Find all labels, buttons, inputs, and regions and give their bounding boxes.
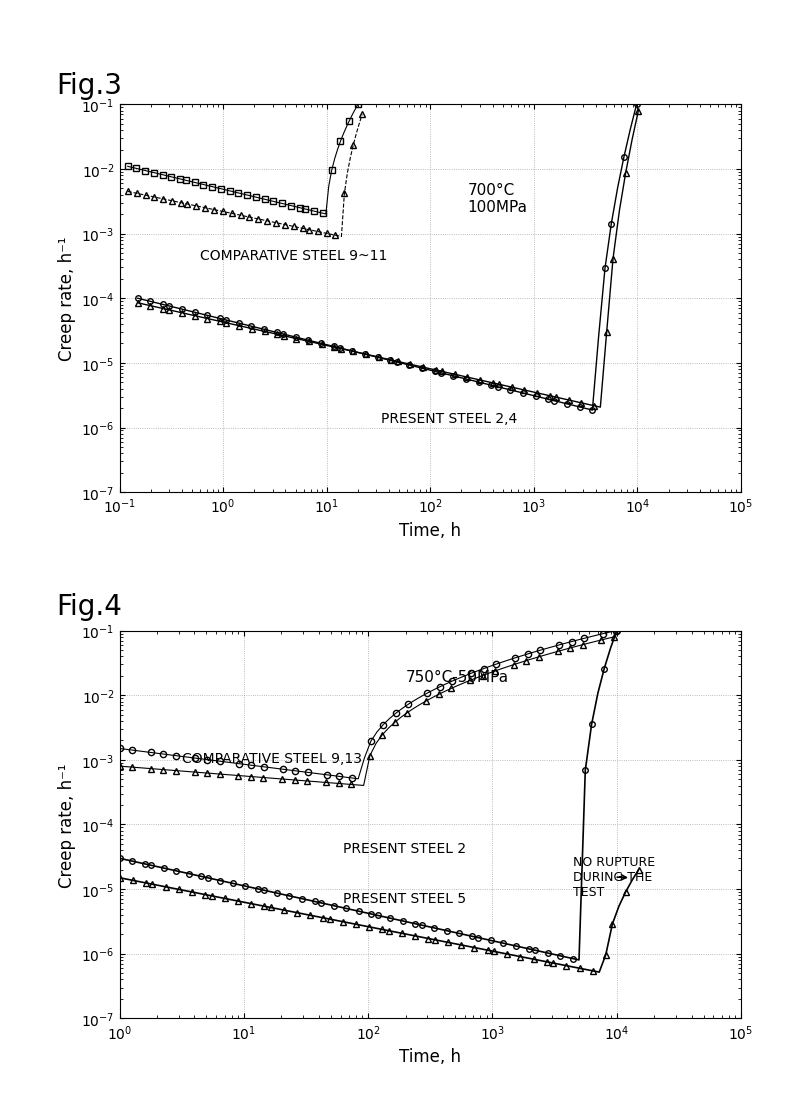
Text: 750°C-50MPa: 750°C-50MPa <box>405 670 508 685</box>
Text: PRESENT STEEL 2,4: PRESENT STEEL 2,4 <box>380 412 517 426</box>
Text: COMPARATIVE STEEL 9~11: COMPARATIVE STEEL 9~11 <box>200 249 388 263</box>
Text: 700°C
100MPa: 700°C 100MPa <box>467 183 527 215</box>
Text: Fig.3: Fig.3 <box>56 72 122 100</box>
X-axis label: Time, h: Time, h <box>399 1047 461 1065</box>
Y-axis label: Creep rate, h⁻¹: Creep rate, h⁻¹ <box>57 763 76 887</box>
Text: PRESENT STEEL 2: PRESENT STEEL 2 <box>343 841 466 855</box>
Text: Fig.4: Fig.4 <box>56 592 122 620</box>
Text: NO RUPTURE
DURING THE
TEST: NO RUPTURE DURING THE TEST <box>572 856 654 899</box>
Y-axis label: Creep rate, h⁻¹: Creep rate, h⁻¹ <box>57 237 76 361</box>
X-axis label: Time, h: Time, h <box>399 521 461 539</box>
Text: PRESENT STEEL 5: PRESENT STEEL 5 <box>343 891 466 906</box>
Text: COMPARATIVE STEEL 9,13: COMPARATIVE STEEL 9,13 <box>181 752 361 766</box>
